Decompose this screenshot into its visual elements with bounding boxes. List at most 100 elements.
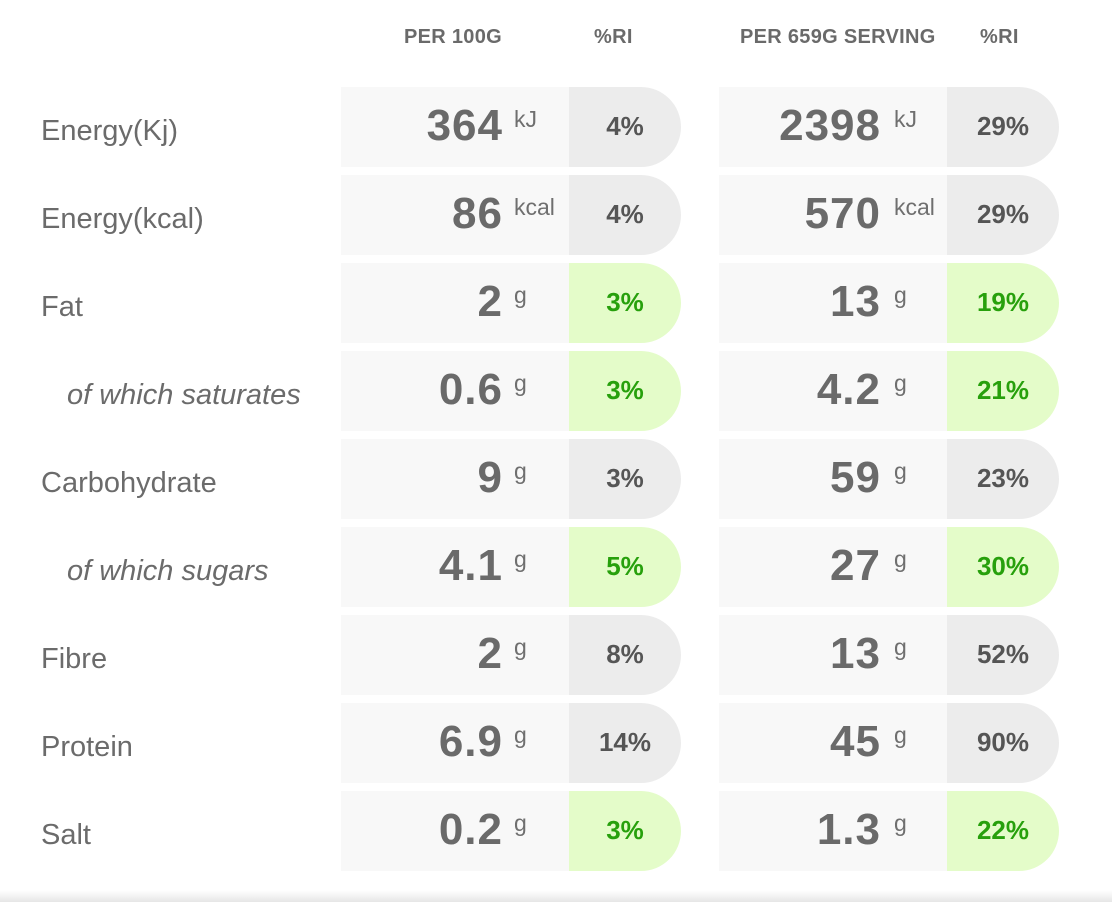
per-100g-value: 6.9 bbox=[438, 717, 503, 766]
ri-per-serving-percent: 90% bbox=[976, 727, 1030, 757]
per-serving-cell: 570 kcal bbox=[719, 175, 947, 255]
nutrient-label: Protein bbox=[41, 731, 133, 763]
per-serving-value: 1.3 bbox=[816, 805, 881, 854]
ri-per-serving-badge: 22% bbox=[947, 791, 1059, 871]
per-100g-unit: g bbox=[514, 458, 527, 484]
ri-per-serving-percent: 29% bbox=[976, 199, 1030, 229]
per-serving-unit: g bbox=[894, 282, 907, 308]
nutrition-row: of which saturates 0.6 g 3% 4.2 g 21% bbox=[0, 351, 1112, 431]
nutrient-label: Fibre bbox=[41, 643, 108, 675]
ri-per-serving-badge: 23% bbox=[947, 439, 1059, 519]
per-100g-cell: 4.1 g bbox=[341, 527, 569, 607]
ri-per-100g-percent: 8% bbox=[606, 639, 644, 669]
per-serving-cell: 59 g bbox=[719, 439, 947, 519]
ri-per-100g-badge: 3% bbox=[569, 351, 681, 431]
ri-per-serving-percent: 52% bbox=[976, 639, 1030, 669]
nutrient-label: Energy(Kj) bbox=[41, 115, 178, 147]
per-100g-cell: 6.9 g bbox=[341, 703, 569, 783]
per-100g-cell: 0.6 g bbox=[341, 351, 569, 431]
ri-per-100g-percent: 5% bbox=[606, 551, 644, 581]
ri-per-100g-badge: 5% bbox=[569, 527, 681, 607]
per-100g-unit: g bbox=[514, 282, 527, 308]
nutrition-table: Energy(Kj) 364 kJ 4% 2398 kJ 29% Energy(kcal) 86… bbox=[0, 87, 1112, 879]
ri-per-100g-badge: 14% bbox=[569, 703, 681, 783]
ri-per-100g-badge: 3% bbox=[569, 791, 681, 871]
per-100g-unit: g bbox=[514, 810, 527, 836]
per-serving-cell: 4.2 g bbox=[719, 351, 947, 431]
per-100g-value: 0.2 bbox=[438, 805, 503, 854]
nutrient-label: of which saturates bbox=[67, 379, 301, 411]
nutrition-row: Salt 0.2 g 3% 1.3 g 22% bbox=[0, 791, 1112, 871]
ri-per-serving-badge: 30% bbox=[947, 527, 1059, 607]
per-serving-unit: g bbox=[894, 546, 907, 572]
ri-per-100g-badge: 3% bbox=[569, 263, 681, 343]
ri-per-100g-percent: 3% bbox=[606, 375, 644, 405]
ri-per-100g-percent: 3% bbox=[606, 287, 644, 317]
header-per-100g: PER 100G bbox=[404, 26, 503, 48]
per-serving-cell: 27 g bbox=[719, 527, 947, 607]
per-100g-unit: kJ bbox=[514, 106, 537, 132]
per-serving-value: 13 bbox=[830, 629, 881, 678]
per-100g-value: 86 bbox=[452, 189, 503, 238]
ri-per-serving-percent: 19% bbox=[976, 287, 1030, 317]
per-100g-unit: kcal bbox=[514, 194, 555, 220]
per-100g-value: 0.6 bbox=[438, 365, 503, 414]
nutrition-row: Energy(Kj) 364 kJ 4% 2398 kJ 29% bbox=[0, 87, 1112, 167]
header-ri-per-serving: %RI bbox=[980, 26, 1019, 48]
per-serving-unit: kcal bbox=[894, 194, 935, 220]
per-serving-value: 4.2 bbox=[816, 365, 881, 414]
nutrient-label: Salt bbox=[41, 819, 91, 851]
per-100g-unit: g bbox=[514, 634, 527, 660]
ri-per-100g-badge: 4% bbox=[569, 175, 681, 255]
ri-per-100g-badge: 8% bbox=[569, 615, 681, 695]
per-100g-cell: 0.2 g bbox=[341, 791, 569, 871]
per-serving-value: 27 bbox=[830, 541, 881, 590]
per-serving-value: 2398 bbox=[779, 101, 881, 150]
nutrition-row: Fibre 2 g 8% 13 g 52% bbox=[0, 615, 1112, 695]
per-100g-cell: 364 kJ bbox=[341, 87, 569, 167]
per-serving-unit: g bbox=[894, 634, 907, 660]
ri-per-serving-percent: 30% bbox=[976, 551, 1030, 581]
ri-per-serving-badge: 52% bbox=[947, 615, 1059, 695]
per-100g-value: 9 bbox=[477, 453, 503, 502]
per-serving-value: 13 bbox=[830, 277, 881, 326]
ri-per-100g-percent: 4% bbox=[606, 199, 644, 229]
nutrient-label: Energy(kcal) bbox=[41, 203, 204, 235]
ri-per-serving-badge: 29% bbox=[947, 87, 1059, 167]
ri-per-serving-percent: 23% bbox=[976, 463, 1030, 493]
nutrition-row: Energy(kcal) 86 kcal 4% 570 kcal 29% bbox=[0, 175, 1112, 255]
ri-per-serving-badge: 90% bbox=[947, 703, 1059, 783]
per-100g-value: 2 bbox=[477, 629, 503, 678]
footer-shadow bbox=[0, 890, 1112, 902]
per-serving-value: 59 bbox=[830, 453, 881, 502]
per-serving-value: 570 bbox=[804, 189, 881, 238]
ri-per-100g-badge: 3% bbox=[569, 439, 681, 519]
nutrient-label: Carbohydrate bbox=[41, 467, 217, 499]
per-serving-cell: 13 g bbox=[719, 263, 947, 343]
per-100g-cell: 86 kcal bbox=[341, 175, 569, 255]
per-100g-value: 4.1 bbox=[438, 541, 503, 590]
header-ri-per-100g: %RI bbox=[594, 26, 633, 48]
per-serving-unit: g bbox=[894, 370, 907, 396]
per-serving-value: 45 bbox=[830, 717, 881, 766]
per-serving-cell: 13 g bbox=[719, 615, 947, 695]
ri-per-serving-badge: 29% bbox=[947, 175, 1059, 255]
nutrition-row: Fat 2 g 3% 13 g 19% bbox=[0, 263, 1112, 343]
nutrient-label: Fat bbox=[41, 291, 83, 323]
ri-per-100g-percent: 3% bbox=[606, 815, 644, 845]
per-100g-unit: g bbox=[514, 546, 527, 572]
per-100g-value: 2 bbox=[477, 277, 503, 326]
per-serving-unit: g bbox=[894, 810, 907, 836]
ri-per-serving-percent: 21% bbox=[976, 375, 1030, 405]
nutrition-row: Carbohydrate 9 g 3% 59 g 23% bbox=[0, 439, 1112, 519]
per-100g-value: 364 bbox=[426, 101, 503, 150]
per-serving-cell: 1.3 g bbox=[719, 791, 947, 871]
per-serving-unit: kJ bbox=[894, 106, 917, 132]
per-100g-unit: g bbox=[514, 370, 527, 396]
header-per-serving: PER 659G SERVING bbox=[740, 26, 936, 48]
ri-per-serving-badge: 21% bbox=[947, 351, 1059, 431]
ri-per-100g-percent: 14% bbox=[598, 727, 652, 757]
